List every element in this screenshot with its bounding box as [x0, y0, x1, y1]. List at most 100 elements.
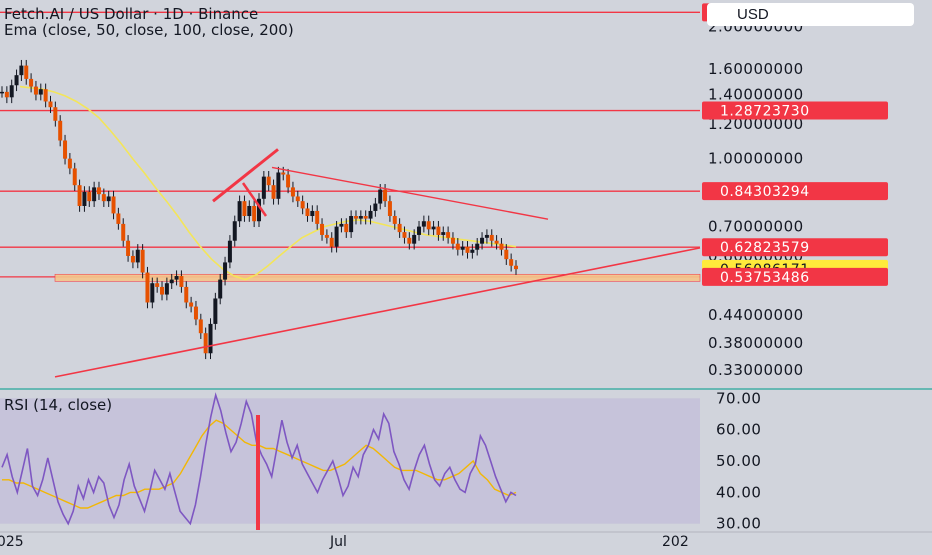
candle-body — [193, 306, 198, 320]
trendline — [241, 182, 268, 217]
candle-body — [145, 272, 150, 303]
candle-body — [4, 91, 9, 98]
candle-body — [320, 223, 325, 235]
candle-body — [38, 89, 43, 95]
candle-body — [140, 249, 145, 273]
candle-body — [48, 101, 53, 108]
price-badge-label: 0.62823579 — [720, 240, 810, 256]
time-axis[interactable]: 2025 Jul 202 — [0, 534, 689, 550]
candle-body — [111, 196, 116, 214]
candle-body — [290, 187, 295, 197]
rsi-tick-label: 60.00 — [716, 421, 761, 439]
trendline — [212, 148, 279, 203]
candle-body — [223, 262, 228, 280]
candle-body — [164, 283, 169, 295]
price-badge — [702, 182, 888, 201]
price-badge — [702, 238, 888, 257]
candle-body — [189, 302, 194, 307]
candle-body — [116, 213, 121, 224]
candle-body — [106, 196, 111, 202]
candlestick-series[interactable] — [0, 59, 518, 360]
candle-body — [266, 176, 271, 186]
ema-line[interactable] — [19, 85, 517, 281]
candle-body — [431, 226, 436, 230]
candle-body — [24, 65, 29, 79]
candle-body — [441, 232, 446, 235]
price-badge — [702, 267, 888, 286]
candle-body — [53, 107, 58, 121]
candle-body — [344, 223, 349, 233]
candle-body — [67, 158, 72, 169]
candle-body — [14, 75, 19, 86]
chart-title: Fetch.AI / US Dollar · 1D · Binance — [4, 5, 258, 23]
candle-body — [489, 234, 494, 241]
candle-body — [373, 203, 378, 211]
candle-body — [87, 191, 92, 202]
candle-body — [184, 286, 189, 303]
candle-body — [227, 240, 232, 263]
candle-body — [305, 208, 310, 217]
candle-body — [203, 333, 208, 354]
currency-button[interactable]: USD — [707, 3, 914, 26]
rsi-legend[interactable]: RSI (14, close) — [4, 396, 112, 414]
candle-body — [509, 259, 514, 266]
candle-body — [96, 187, 101, 195]
candle-body — [101, 194, 106, 202]
candle-body — [383, 189, 388, 202]
candle-body — [397, 223, 402, 233]
candle-body — [286, 174, 291, 188]
trendlines[interactable] — [54, 148, 701, 378]
candle-body — [63, 140, 68, 159]
candle-body — [363, 216, 368, 219]
candle-body — [247, 205, 252, 217]
candle-body — [198, 319, 203, 334]
price-badge-label: 0.53753486 — [720, 270, 810, 286]
candle-body — [514, 265, 518, 270]
trendline — [271, 166, 549, 220]
candle-body — [242, 201, 247, 217]
time-tick-label: Jul — [329, 534, 347, 550]
candle-body — [174, 276, 179, 280]
candle-body — [417, 226, 422, 235]
rsi-tick-label: 40.00 — [716, 483, 761, 501]
price-badge — [702, 101, 888, 120]
rsi-tick-label: 30.00 — [716, 515, 761, 533]
price-badge-label: 1.28723730 — [720, 104, 810, 120]
candle-body — [252, 205, 257, 222]
candle-body — [339, 223, 344, 227]
candle-body — [208, 323, 213, 354]
candle-body — [446, 232, 451, 238]
price-badge-label: 0.84303294 — [720, 184, 810, 200]
candle-body — [484, 234, 489, 238]
candle-body — [300, 201, 305, 209]
price-tick-label: 1.40000000 — [708, 86, 804, 104]
candle-body — [358, 216, 363, 219]
candle-body — [232, 221, 237, 241]
candle-body — [126, 240, 131, 256]
candle-body — [155, 283, 160, 287]
candle-body — [19, 65, 24, 76]
candle-body — [504, 249, 509, 260]
candle-body — [334, 226, 339, 247]
candle-body — [412, 234, 417, 244]
candle-body — [271, 185, 276, 199]
candle-body — [426, 221, 431, 230]
candle-body — [92, 187, 97, 202]
candle-body — [281, 172, 286, 175]
ema-path — [19, 85, 517, 281]
support-zone[interactable] — [54, 273, 701, 282]
candle-body — [368, 210, 373, 219]
price-tick-label: 0.38000000 — [708, 334, 804, 352]
candle-body — [43, 89, 48, 102]
candle-body — [480, 237, 485, 244]
rsi-axis[interactable]: 70.00 60.00 50.00 40.00 30.00 — [716, 389, 761, 532]
candle-body — [121, 223, 126, 241]
time-tick-label: 202 — [662, 534, 689, 550]
price-level-lines[interactable] — [0, 11, 700, 278]
candle-body — [261, 176, 266, 199]
candle-body — [470, 249, 475, 253]
rsi-band — [0, 398, 700, 524]
indicator-legend[interactable]: Ema (close, 50, close, 100, close, 200) — [4, 21, 294, 39]
